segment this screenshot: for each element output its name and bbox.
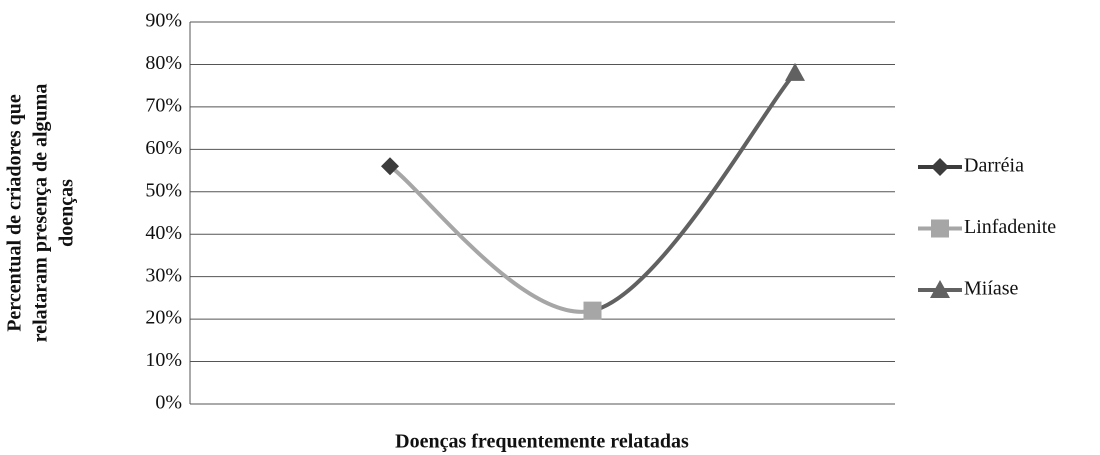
marker — [931, 219, 949, 238]
y-tick-label: 90% — [145, 10, 182, 32]
y-tick-label: 40% — [145, 222, 182, 244]
y-tick-label: 50% — [145, 179, 182, 201]
y-axis-title: Percentual de criadores que relataram pre… — [4, 84, 78, 343]
y-tick-label: 60% — [145, 137, 182, 159]
marker — [931, 158, 949, 176]
y-tick-label: 10% — [145, 349, 182, 371]
legend-label: Linfadenite — [964, 216, 1056, 238]
y-axis-title-line: Percentual de criadores que — [4, 94, 26, 332]
y-axis-title-line: doenças — [56, 179, 78, 247]
marker — [381, 157, 399, 176]
legend-label: Miíase — [964, 278, 1019, 300]
line-segment — [388, 164, 593, 314]
legend-label: Darréia — [964, 155, 1024, 177]
marker — [583, 301, 602, 320]
marker — [785, 62, 805, 81]
y-tick-label: 70% — [145, 94, 182, 116]
y-tick-label: 20% — [145, 307, 182, 329]
marker — [930, 280, 950, 298]
y-tick-label: 0% — [155, 392, 182, 414]
y-axis-title-line: relataram presença de alguma — [30, 84, 52, 343]
y-tick-label: 30% — [145, 264, 182, 286]
line-segment — [592, 71, 797, 313]
y-tick-label: 80% — [145, 52, 182, 74]
x-axis-title: Doenças frequentemente relatadas — [395, 431, 689, 453]
